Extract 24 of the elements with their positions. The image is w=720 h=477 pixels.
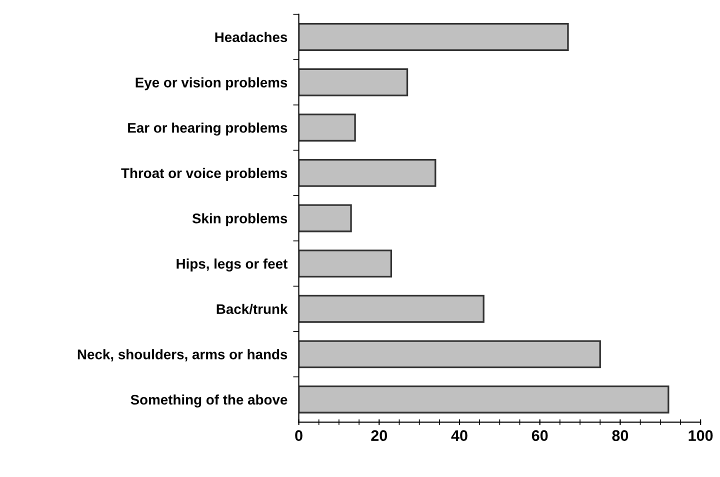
- x-tick-label: 100: [688, 430, 713, 442]
- y-tick-label: Ear or hearing problems: [128, 122, 288, 136]
- y-tick-label: Headaches: [215, 32, 288, 42]
- x-tick-label: 40: [451, 430, 468, 442]
- x-tick-label: 60: [532, 430, 548, 442]
- x-tick-label: 80: [612, 430, 628, 442]
- y-tick-label: Hips, legs or feet: [176, 258, 288, 272]
- bar: [298, 114, 356, 142]
- bar: [298, 158, 436, 187]
- bar: [298, 386, 670, 414]
- y-tick-label: Eye or vision problems: [136, 77, 288, 90]
- bar: [298, 294, 484, 323]
- bar: [298, 68, 408, 96]
- x-tick-label: 0: [295, 430, 302, 442]
- y-tick-label: Something of the above: [130, 394, 288, 408]
- y-tick-label: Back/trunk: [216, 304, 288, 314]
- bar: [298, 340, 601, 368]
- bar: [298, 204, 352, 232]
- y-tick-label: Throat or voice problems: [121, 168, 288, 181]
- x-tick-label: 20: [371, 430, 388, 442]
- bar: [298, 22, 569, 51]
- y-tick-label: Neck, shoulders, arms or hands: [78, 349, 288, 362]
- y-tick-label: Skin problems: [192, 213, 288, 226]
- bar: [298, 250, 392, 278]
